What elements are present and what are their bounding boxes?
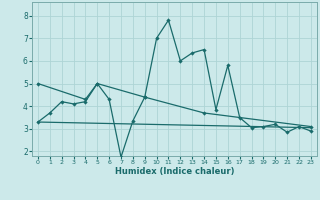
X-axis label: Humidex (Indice chaleur): Humidex (Indice chaleur) [115, 167, 234, 176]
